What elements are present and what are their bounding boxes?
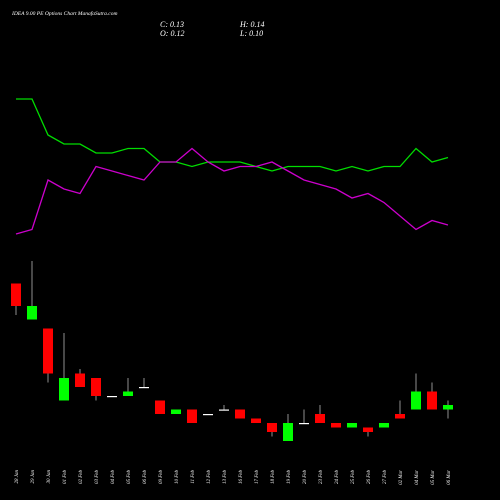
candle-body <box>75 373 85 387</box>
x-tick-label: 04 Mar <box>415 470 420 485</box>
candle-body <box>427 391 437 410</box>
x-tick-label: 24 Feb <box>335 470 340 485</box>
x-tick-label: 12 Feb <box>207 470 212 485</box>
high-label: H: 0.14 <box>239 20 264 29</box>
x-tick-label: 16 Feb <box>239 470 244 485</box>
x-tick-label: 01 Feb <box>63 470 68 485</box>
chart-title: IDEA 9.00 PE Options Chart ManafaSutra.c… <box>11 10 117 17</box>
candle-body <box>235 409 245 419</box>
x-tick-label: 26 Feb <box>367 470 372 485</box>
x-tick-label: 04 Feb <box>111 470 116 485</box>
candle-body <box>315 414 325 423</box>
open-label: O: 0.12 <box>160 29 184 38</box>
x-tick-label: 09 Feb <box>159 470 164 485</box>
candle-body <box>155 400 165 414</box>
candle-body <box>27 306 37 320</box>
indicator-line <box>16 98 449 172</box>
candle-body <box>203 414 213 416</box>
candle-body <box>411 391 421 410</box>
x-tick-label: 05 Mar <box>431 470 436 485</box>
x-tick-label: 02 Feb <box>79 470 84 485</box>
candle-body <box>171 409 181 414</box>
x-tick-label: 11 Feb <box>191 470 196 484</box>
candle-body <box>347 423 357 428</box>
candle-body <box>139 387 149 389</box>
candle-body <box>267 423 277 432</box>
candle-body <box>91 378 101 396</box>
x-tick-label: 13 Feb <box>223 470 228 485</box>
x-tick-label: 29 Jan <box>31 470 36 484</box>
candle-body <box>299 423 309 425</box>
indicator-line <box>15 147 449 235</box>
x-tick-label: 05 Feb <box>127 470 132 485</box>
candle-body <box>123 391 133 396</box>
close-label: C: 0.13 <box>160 20 184 29</box>
candle-body <box>251 418 261 423</box>
x-tick-label: 19 Feb <box>287 470 292 485</box>
x-tick-label: 10 Feb <box>175 470 180 485</box>
candle-body <box>43 328 53 374</box>
candle-body <box>59 378 69 401</box>
candle-body <box>443 405 453 410</box>
candle-body <box>187 409 197 423</box>
x-tick-label: 28 Jan <box>15 470 20 484</box>
x-tick-label: 02 Mar <box>399 470 404 485</box>
candle-body <box>379 423 389 428</box>
x-tick-label: 17 Feb <box>255 470 260 485</box>
x-tick-label: 20 Feb <box>303 470 308 485</box>
x-tick-label: 25 Feb <box>351 470 356 485</box>
x-tick-label: 06 Mar <box>447 470 452 485</box>
candle-body <box>11 283 21 306</box>
low-label: L: 0.10 <box>239 29 263 38</box>
x-tick-label: 03 Feb <box>95 470 100 485</box>
x-tick-label: 06 Feb <box>143 470 148 485</box>
candle-body <box>363 427 373 432</box>
x-tick-label: 30 Jan <box>47 470 52 484</box>
candle-body <box>107 396 117 398</box>
x-tick-label: 27 Feb <box>383 470 388 485</box>
candle-body <box>395 414 405 419</box>
candle-body <box>331 423 341 428</box>
x-tick-label: 23 Feb <box>319 470 324 485</box>
candle-body <box>283 423 293 441</box>
candle-body <box>219 409 229 411</box>
x-tick-label: 18 Feb <box>271 470 276 485</box>
